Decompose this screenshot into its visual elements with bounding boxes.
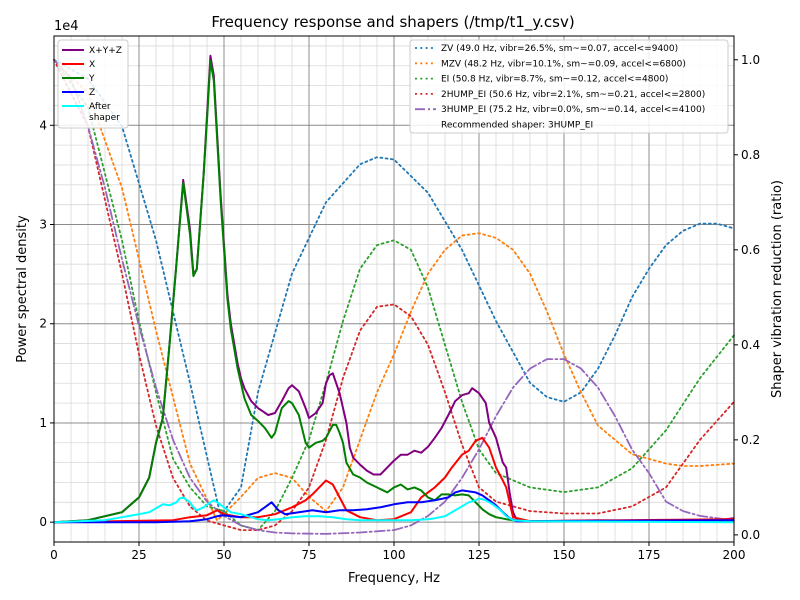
shaper-series-line xyxy=(53,58,735,532)
axes: 0 25 50 75 100 125 150 175 200 0 1 2 3 4 0.0 0.2 0.4 0.6 0… xyxy=(39,53,760,562)
legend-label: Z xyxy=(89,88,95,98)
legend-label: EI (50.8 Hz, vibr=8.7%, sm~=0.12, accel<… xyxy=(441,75,668,85)
psd-series-line xyxy=(53,496,735,524)
shaper-legend-box xyxy=(409,39,729,134)
psd-series-line xyxy=(53,59,734,524)
y-tick-label: 3 xyxy=(39,218,47,232)
legend-label: 2HUMP_EI (50.6 Hz, vibr=2.1%, sm~=0.21, … xyxy=(441,90,705,100)
x-tick-label: 100 xyxy=(383,548,406,562)
shaper-series-line xyxy=(53,58,735,523)
y2-tick-label: 0.2 xyxy=(741,433,760,447)
y-tick-label: 4 xyxy=(39,118,47,132)
y-tick-label: 2 xyxy=(39,317,47,331)
y2-tick-label: 0.8 xyxy=(741,148,760,162)
y-multiplier-label: 1e4 xyxy=(54,19,79,34)
legend-label: Y xyxy=(88,74,95,84)
legend-label: ZV (49.0 Hz, vibr=26.5%, sm~=0.07, accel… xyxy=(441,44,678,54)
y2-tick-label: 0.6 xyxy=(741,243,760,257)
y-axis-label: Power spectral density xyxy=(15,215,30,363)
x-tick-label: 0 xyxy=(50,548,58,562)
x-tick-label: 75 xyxy=(301,548,316,562)
x-tick-label: 125 xyxy=(468,548,491,562)
legend-label: 3HUMP_EI (75.2 Hz, vibr=0.0%, sm~=0.14, … xyxy=(441,105,705,115)
shaper-series-line xyxy=(53,58,735,519)
x-tick-label: 175 xyxy=(638,548,661,562)
y2-tick-label: 0.4 xyxy=(741,338,760,352)
x-tick-label: 25 xyxy=(131,548,146,562)
legend-label: After shaper xyxy=(89,102,120,123)
y2-axis-label: Shaper vibration reduction (ratio) xyxy=(770,180,785,398)
x-tick-label: 150 xyxy=(553,548,576,562)
y-tick-label: 0 xyxy=(39,515,47,529)
shaper-series-line xyxy=(53,58,735,531)
recommendation-label: Recommended shaper: 3HUMP_EI xyxy=(441,121,593,131)
y2-tick-label: 1.0 xyxy=(741,53,760,67)
shaper-legend: ZV (49.0 Hz, vibr=26.5%, sm~=0.07, accel… xyxy=(409,39,729,134)
psd-lines xyxy=(53,54,735,524)
y2-tick-label: 0.0 xyxy=(741,528,760,542)
x-tick-label: 50 xyxy=(216,548,231,562)
x-tick-label: 200 xyxy=(723,548,746,562)
y-tick-label: 1 xyxy=(39,416,47,430)
legend-label: X xyxy=(89,60,95,70)
legend-label: MZV (48.2 Hz, vibr=10.1%, sm~=0.09, acce… xyxy=(441,59,686,69)
psd-legend: X+Y+Z XYZ After shaper xyxy=(57,39,129,129)
legend-label: X+Y+Z xyxy=(89,46,122,56)
x-axis-label: Frequency, Hz xyxy=(348,571,440,586)
chart-title: Frequency response and shapers (/tmp/t1_… xyxy=(211,13,574,32)
psd-series-line xyxy=(54,489,735,524)
